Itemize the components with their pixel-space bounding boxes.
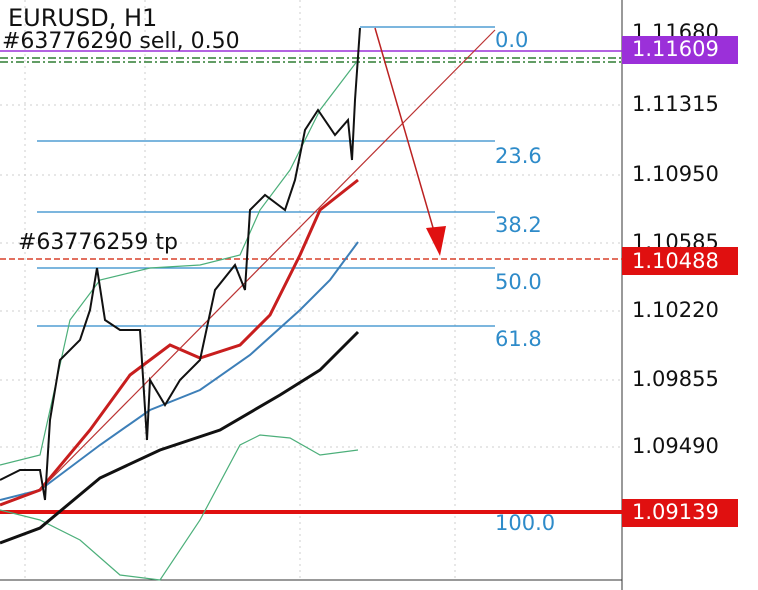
price-tag-bg [622,247,738,275]
price-tick: 1.10220 [632,298,719,322]
price-tag: 1.11609 [632,37,719,61]
price-tag: 1.09139 [632,500,719,524]
grid [0,0,620,580]
trendline [39,29,496,491]
price-tag: 1.10488 [632,249,719,273]
order-label: #63776290 sell, 0.50 [2,29,240,54]
price-tick: 1.09855 [632,367,719,391]
symbol-title: EURUSD, H1 [8,4,157,32]
ma-red [0,178,359,507]
bollinger-upper [0,59,359,466]
price-tag-bg [622,499,738,527]
fib-label: 61.8 [495,327,542,351]
price-tick: 1.09490 [632,434,719,458]
fib-label: 50.0 [495,270,542,294]
price-tick: 1.11315 [632,92,719,116]
forecast-arrow [374,27,437,239]
fib-label: 100.0 [495,511,555,535]
ma-black [0,330,360,545]
fib-label: 23.6 [495,144,542,168]
ma-blue [0,241,359,501]
bollinger-lower [0,434,359,581]
price-series [0,27,361,501]
fib-label: 0.0 [495,28,528,52]
price-tag-bg [622,36,738,64]
price-tick: 1.10950 [632,162,719,186]
fib-lines [37,26,495,327]
fib-label: 38.2 [495,213,542,237]
arrow-head [426,226,446,256]
order-label: #63776259 tp [18,230,178,255]
